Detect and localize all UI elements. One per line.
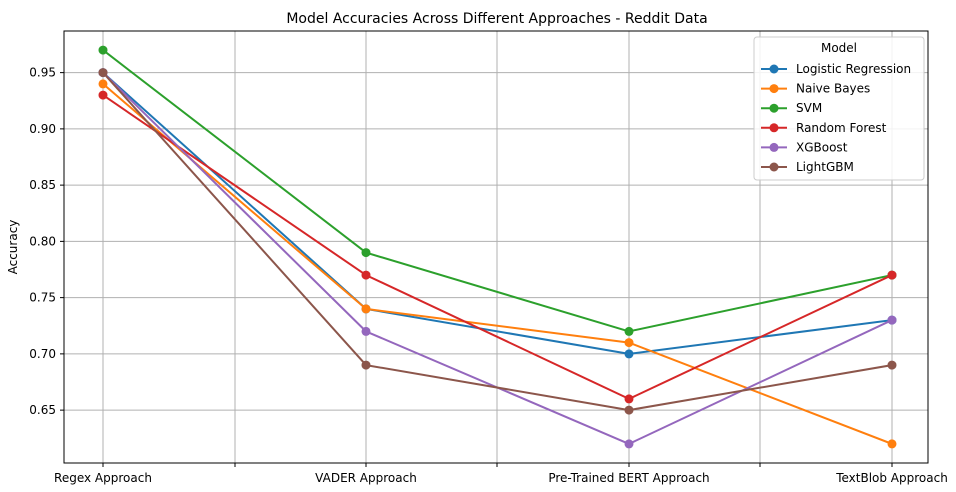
data-point-naive-bayes <box>98 79 108 89</box>
data-point-naive-bayes <box>624 338 634 348</box>
y-tick-label: 0.75 <box>29 291 56 305</box>
data-point-naive-bayes <box>887 439 897 449</box>
axis-ticks: 0.65 0.70 0.75 0.80 0.85 0.90 0.95 Regex Approa… <box>29 66 948 485</box>
x-tick-label: TextBlob Approach <box>835 471 948 485</box>
legend-marker-svm <box>769 103 779 113</box>
y-tick-label: 0.95 <box>29 66 56 80</box>
legend-marker-naive-bayes <box>769 84 779 94</box>
series-line-random-forest <box>102 94 893 400</box>
data-point-xgboost <box>624 439 634 449</box>
data-point-logistic-regression <box>624 349 634 359</box>
data-point-svm <box>624 326 634 336</box>
data-point-random-forest <box>361 270 371 280</box>
y-tick-label: 0.90 <box>29 122 56 136</box>
data-point-lightgbm <box>624 405 634 415</box>
series-line-lightgbm <box>102 71 893 412</box>
legend-label-random-forest: Random Forest <box>796 121 887 135</box>
data-point-svm <box>98 45 108 55</box>
data-point-random-forest <box>887 270 897 280</box>
series-lines <box>98 45 897 449</box>
legend-marker-xgboost <box>769 142 779 152</box>
legend-marker-random-forest <box>769 123 779 133</box>
x-tick-label: Pre-Trained BERT Approach <box>548 471 709 485</box>
data-point-xgboost <box>361 326 371 336</box>
data-point-random-forest <box>98 90 108 100</box>
legend-marker-lightgbm <box>769 162 779 172</box>
legend-frame <box>753 36 925 181</box>
series-line-naive-bayes <box>102 83 893 445</box>
series-line-svm <box>102 49 893 333</box>
data-point-naive-bayes <box>361 304 371 314</box>
legend-title: Model <box>821 41 857 55</box>
legend-label-xgboost: XGBoost <box>796 140 848 154</box>
plot-frame <box>63 30 929 464</box>
legend: Model Logistic Regression Naive Bayes SVM R… <box>753 36 925 181</box>
legend-label-naive-bayes: Naive Bayes <box>796 82 870 96</box>
legend-label-lightgbm: LightGBM <box>796 160 854 174</box>
legend-marker-logistic-regression <box>769 64 779 74</box>
data-point-random-forest <box>624 394 634 404</box>
legend-label-logistic-regression: Logistic Regression <box>796 62 911 76</box>
data-point-lightgbm <box>887 360 897 370</box>
chart-title: Model Accuracies Across Different Approa… <box>286 11 707 27</box>
y-tick-label: 0.65 <box>29 403 56 417</box>
data-point-svm <box>361 248 371 258</box>
x-tick-label: Regex Approach <box>54 471 152 485</box>
y-axis-label: Accuracy <box>6 220 20 275</box>
x-tick-label: VADER Approach <box>315 471 417 485</box>
data-point-xgboost <box>887 315 897 325</box>
y-tick-label: 0.70 <box>29 347 56 361</box>
y-tick-label: 0.80 <box>29 234 56 248</box>
legend-label-svm: SVM <box>796 101 822 115</box>
data-point-lightgbm <box>98 68 108 78</box>
y-tick-label: 0.85 <box>29 178 56 192</box>
data-point-lightgbm <box>361 360 371 370</box>
